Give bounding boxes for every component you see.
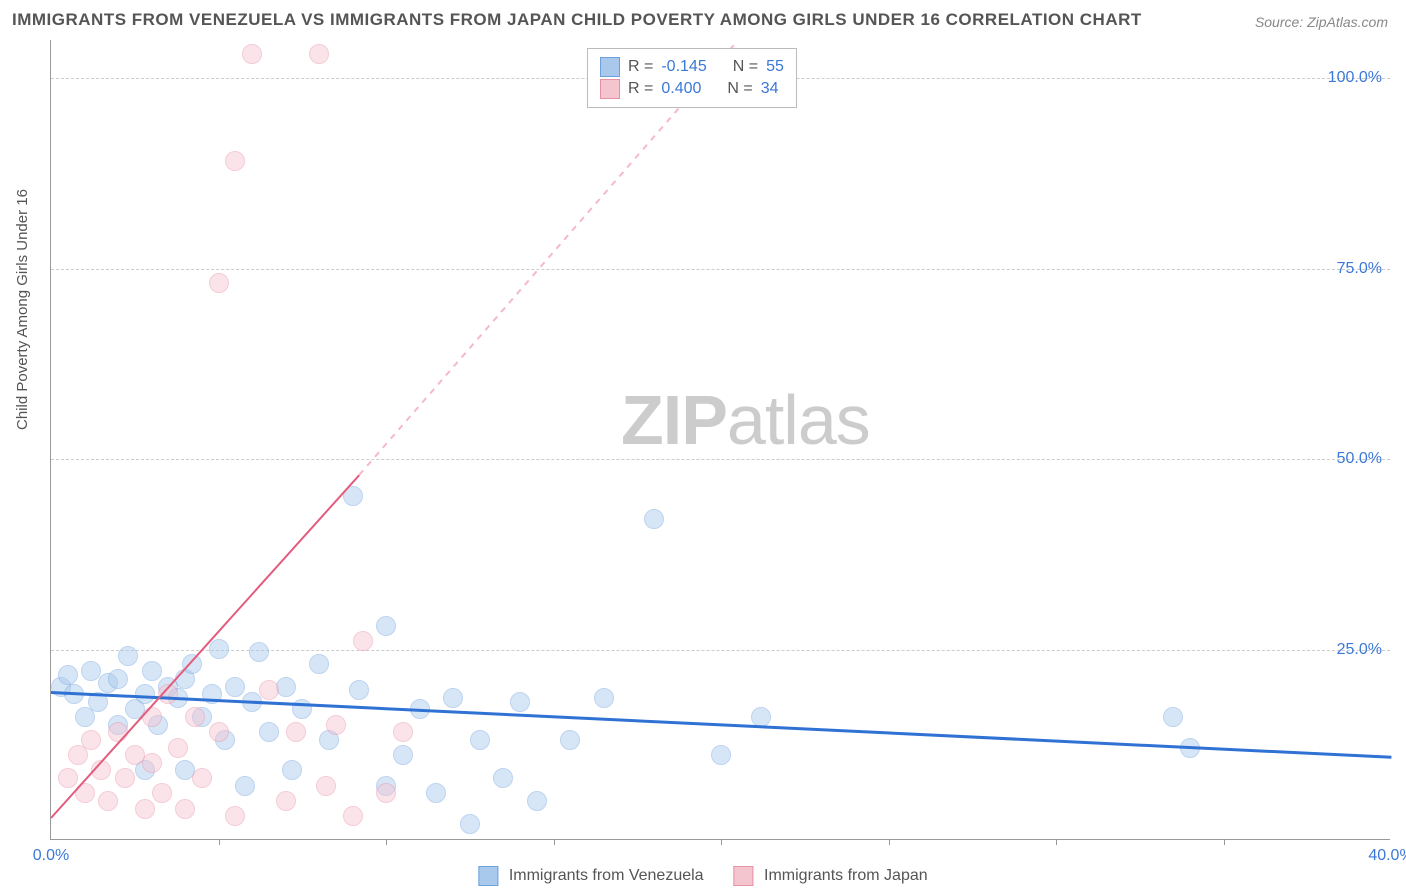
- y-tick-label: 75.0%: [1337, 260, 1382, 278]
- data-point-venezuela: [349, 680, 369, 700]
- x-tick-label: 0.0%: [33, 847, 69, 865]
- legend-r-label: R =: [628, 58, 653, 76]
- x-tick-mark: [721, 839, 722, 845]
- data-point-japan: [185, 707, 205, 727]
- data-point-venezuela: [1163, 707, 1183, 727]
- data-point-japan: [58, 768, 78, 788]
- data-point-japan: [115, 768, 135, 788]
- legend-n-value: 34: [761, 80, 779, 98]
- legend-top: R =-0.145N =55R =0.400N =34: [587, 48, 797, 108]
- legend-swatch: [600, 57, 620, 77]
- legend-r-value: 0.400: [661, 80, 701, 98]
- legend-swatch-japan: [734, 866, 754, 886]
- x-tick-label: 40.0%: [1368, 847, 1406, 865]
- data-point-japan: [81, 730, 101, 750]
- data-point-venezuela: [259, 722, 279, 742]
- legend-top-row-japan: R = 0.400 N = 34: [600, 79, 784, 99]
- data-point-venezuela: [594, 688, 614, 708]
- data-point-venezuela: [527, 791, 547, 811]
- legend-label-japan: Immigrants from Japan: [764, 867, 928, 884]
- data-point-japan: [225, 151, 245, 171]
- legend-item-venezuela: Immigrants from Venezuela: [478, 866, 703, 886]
- legend-swatch-venezuela: [478, 866, 498, 886]
- y-tick-label: 50.0%: [1337, 450, 1382, 468]
- data-point-venezuela: [235, 776, 255, 796]
- trend-line: [50, 475, 360, 819]
- data-point-japan: [168, 738, 188, 758]
- data-point-venezuela: [426, 783, 446, 803]
- y-axis-label: Child Poverty Among Girls Under 16: [14, 189, 31, 430]
- chart-title: IMMIGRANTS FROM VENEZUELA VS IMMIGRANTS …: [12, 10, 1142, 30]
- data-point-venezuela: [711, 745, 731, 765]
- data-point-japan: [242, 44, 262, 64]
- legend-label-venezuela: Immigrants from Venezuela: [509, 867, 704, 884]
- data-point-japan: [343, 806, 363, 826]
- data-point-venezuela: [118, 646, 138, 666]
- data-point-venezuela: [58, 665, 78, 685]
- data-point-japan: [192, 768, 212, 788]
- data-point-venezuela: [209, 639, 229, 659]
- data-point-japan: [393, 722, 413, 742]
- y-tick-label: 25.0%: [1337, 641, 1382, 659]
- scatter-plot: ZIPatlas 25.0%50.0%75.0%100.0%0.0%40.0%R…: [50, 40, 1390, 840]
- data-point-japan: [376, 783, 396, 803]
- data-point-venezuela: [249, 642, 269, 662]
- data-point-venezuela: [493, 768, 513, 788]
- data-point-japan: [209, 273, 229, 293]
- data-point-venezuela: [460, 814, 480, 834]
- data-point-japan: [209, 722, 229, 742]
- x-tick-mark: [386, 839, 387, 845]
- source-label: Source: ZipAtlas.com: [1255, 14, 1388, 30]
- data-point-venezuela: [560, 730, 580, 750]
- data-point-venezuela: [393, 745, 413, 765]
- data-point-venezuela: [225, 677, 245, 697]
- legend-top-row-venezuela: R = -0.145 N = 55: [600, 57, 784, 77]
- data-point-venezuela: [276, 677, 296, 697]
- data-point-venezuela: [443, 688, 463, 708]
- data-point-japan: [225, 806, 245, 826]
- data-point-japan: [309, 44, 329, 64]
- data-point-japan: [259, 680, 279, 700]
- legend-n-label: N =: [733, 58, 758, 76]
- data-point-japan: [98, 791, 118, 811]
- gridline-h: [51, 459, 1390, 460]
- legend-r-value: -0.145: [661, 58, 706, 76]
- data-point-japan: [142, 707, 162, 727]
- y-tick-label: 100.0%: [1328, 69, 1382, 87]
- data-point-japan: [142, 753, 162, 773]
- data-point-venezuela: [510, 692, 530, 712]
- x-tick-mark: [1056, 839, 1057, 845]
- legend-swatch: [600, 79, 620, 99]
- data-point-japan: [353, 631, 373, 651]
- watermark-light: atlas: [727, 381, 870, 459]
- legend-item-japan: Immigrants from Japan: [734, 866, 928, 886]
- data-point-japan: [152, 783, 172, 803]
- watermark: ZIPatlas: [621, 380, 870, 460]
- data-point-venezuela: [376, 616, 396, 636]
- data-point-japan: [175, 799, 195, 819]
- x-tick-mark: [219, 839, 220, 845]
- data-point-venezuela: [470, 730, 490, 750]
- x-tick-mark: [889, 839, 890, 845]
- data-point-japan: [276, 791, 296, 811]
- data-point-japan: [286, 722, 306, 742]
- data-point-venezuela: [108, 669, 128, 689]
- legend-r-label: R =: [628, 80, 653, 98]
- legend-n-value: 55: [766, 58, 784, 76]
- legend-n-label: N =: [727, 80, 752, 98]
- legend-bottom: Immigrants from Venezuela Immigrants fro…: [478, 866, 927, 886]
- data-point-venezuela: [309, 654, 329, 674]
- data-point-japan: [316, 776, 336, 796]
- x-tick-mark: [554, 839, 555, 845]
- x-tick-mark: [1224, 839, 1225, 845]
- data-point-venezuela: [282, 760, 302, 780]
- data-point-japan: [135, 799, 155, 819]
- data-point-venezuela: [142, 661, 162, 681]
- data-point-venezuela: [644, 509, 664, 529]
- watermark-bold: ZIP: [621, 381, 727, 459]
- data-point-japan: [326, 715, 346, 735]
- gridline-h: [51, 269, 1390, 270]
